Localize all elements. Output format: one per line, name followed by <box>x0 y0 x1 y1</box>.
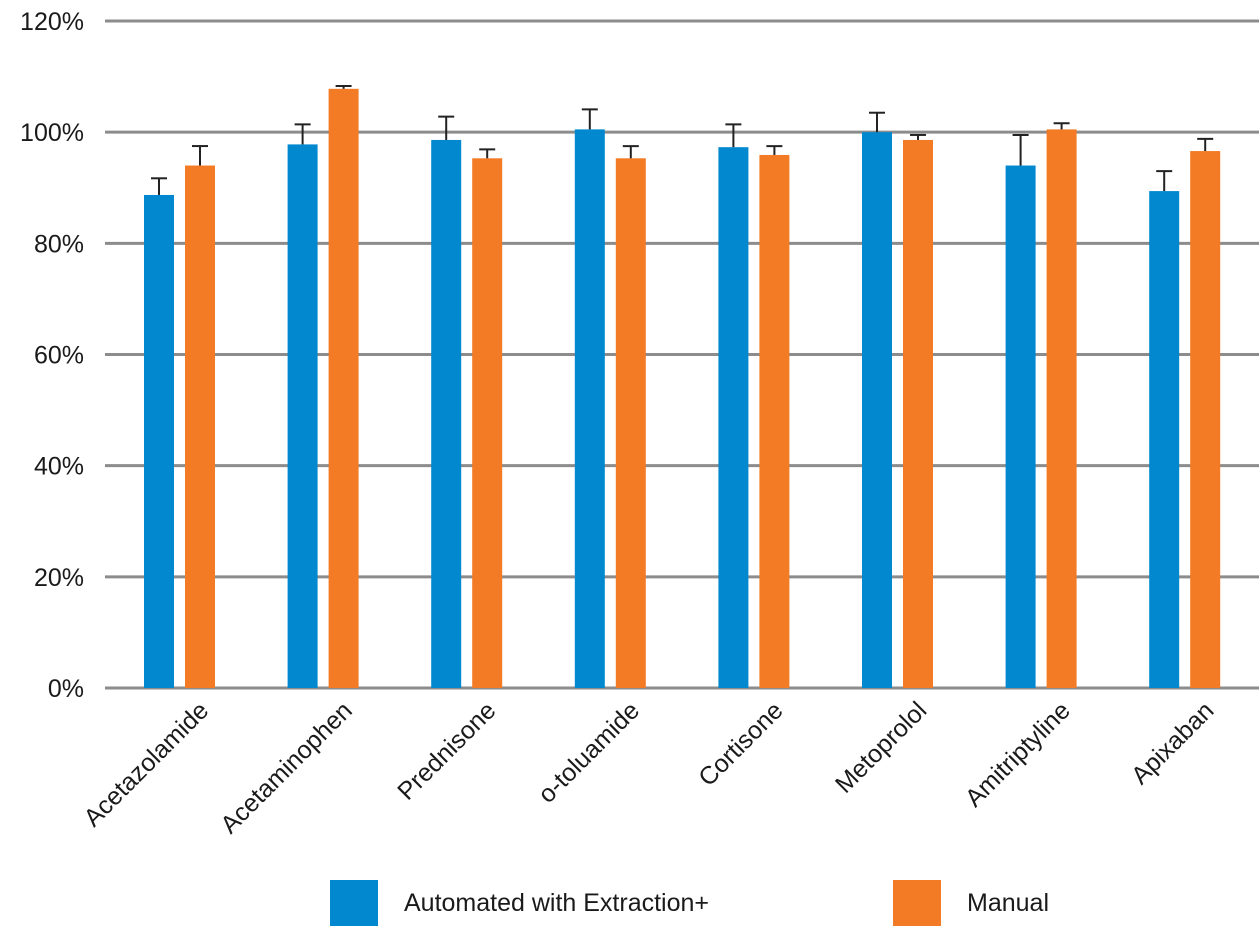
legend-label-automated: Automated with Extraction+ <box>404 889 709 917</box>
bar-manual <box>1190 151 1221 688</box>
bars <box>144 88 1221 689</box>
bar-automated <box>1149 191 1180 688</box>
bar-automated <box>431 139 462 688</box>
x-tick-label: Metoprolol <box>830 696 932 798</box>
bar-manual <box>903 139 933 688</box>
bar-manual <box>472 158 503 688</box>
y-axis-tick-labels: 0% 20% 40% 60% 80% 100% 120% <box>20 8 84 703</box>
bar-automated <box>144 194 174 688</box>
bar-automated <box>718 147 749 688</box>
y-tick-label: 20% <box>34 564 84 592</box>
y-tick-label: 120% <box>20 8 84 36</box>
y-tick-label: 40% <box>34 453 84 481</box>
x-tick-label: Prednisone <box>392 696 501 805</box>
legend-label-manual: Manual <box>967 889 1049 917</box>
x-axis-category-labels: Acetazolamide Acetaminophen Prednisone o-to… <box>78 696 1219 839</box>
y-tick-label: 80% <box>34 230 84 258</box>
legend-swatch-automated <box>330 880 378 926</box>
x-tick-label: Cortisone <box>693 696 788 791</box>
bar-manual <box>185 165 215 688</box>
x-tick-label: Amitriptyline <box>960 696 1076 812</box>
bar-manual <box>615 158 646 688</box>
error-bars <box>151 85 1214 195</box>
y-tick-label: 0% <box>48 675 84 703</box>
x-tick-label: Acetazolamide <box>78 696 214 832</box>
x-tick-label: o-toluamide <box>533 696 645 808</box>
legend: Automated with Extraction+ Manual <box>330 880 1049 926</box>
bar-manual <box>1046 129 1077 688</box>
bar-automated <box>287 144 318 688</box>
bar-automated <box>1005 165 1036 688</box>
bar-automated <box>574 129 605 688</box>
legend-swatch-manual <box>893 880 941 926</box>
gridlines <box>105 19 1259 690</box>
y-tick-label: 100% <box>20 119 84 147</box>
y-tick-label: 60% <box>34 342 84 370</box>
bar-manual <box>328 88 359 689</box>
bar-automated <box>862 132 892 688</box>
x-tick-label: Acetaminophen <box>215 696 358 839</box>
bar-manual <box>759 154 790 689</box>
x-tick-label: Apixaban <box>1126 696 1220 790</box>
